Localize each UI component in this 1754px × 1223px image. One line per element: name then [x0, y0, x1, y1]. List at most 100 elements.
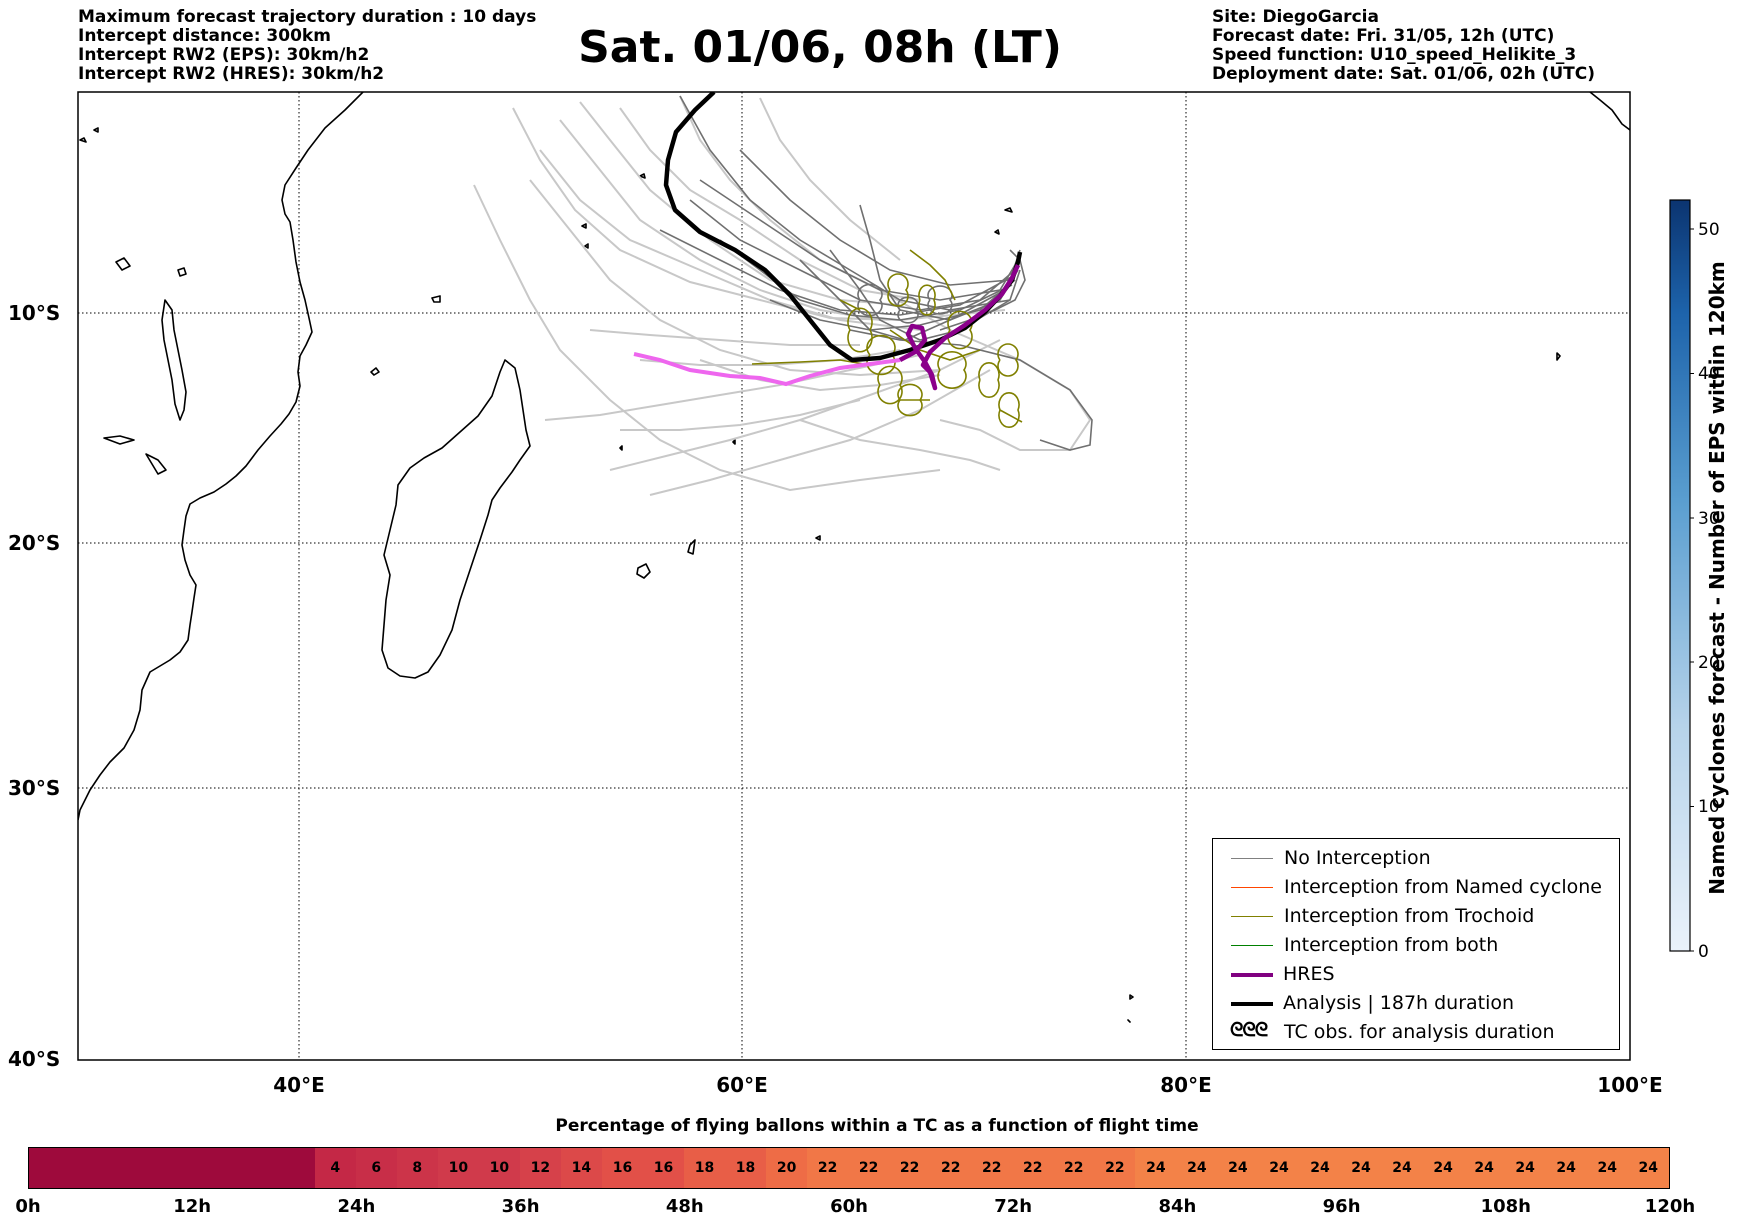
- colorbar-title-text: Named cyclones forecast - Number of EPS …: [1705, 261, 1729, 895]
- strip-segment: 22: [1053, 1148, 1095, 1188]
- strip-segment: 22: [930, 1148, 972, 1188]
- comoros-island: [370, 367, 380, 376]
- seychelles-islands: [581, 173, 646, 249]
- strip-segment: 20: [766, 1148, 808, 1188]
- trajectory-trochoid: [751, 359, 871, 366]
- hour-label: 0h: [15, 1196, 41, 1217]
- tc-symbol-icon: ᘓᘓᘓ: [1230, 1019, 1268, 1041]
- hour-label: 96h: [1322, 1196, 1361, 1217]
- trajectory-light: [544, 354, 921, 421]
- hour-label: 12h: [173, 1196, 212, 1217]
- strip-segment: 22: [848, 1148, 890, 1188]
- map-title: Sat. 01/06, 08h (LT): [578, 22, 1062, 73]
- colorbar-tick-50: 50: [1698, 220, 1720, 240]
- strip-segment: 6: [355, 1148, 397, 1188]
- strip-segment: 16: [642, 1148, 684, 1188]
- strip-segment: 24: [1381, 1148, 1423, 1188]
- strip-segment: 24: [1299, 1148, 1341, 1188]
- colorbar-ticks: 0 10 20 30 40 50: [1690, 220, 1720, 962]
- legend-item-analysis: Analysis | 187h duration: [1221, 990, 1616, 1018]
- trajectory-light: [559, 119, 881, 321]
- trajectory-light: [529, 179, 941, 377]
- strip-segment: 10: [478, 1148, 520, 1188]
- strip-segment: 22: [1012, 1148, 1054, 1188]
- somalia-islets: [177, 267, 441, 303]
- strip-segment: 18: [684, 1148, 726, 1188]
- strip-segment: 16: [601, 1148, 643, 1188]
- trajectory-light: [620, 399, 861, 431]
- africa-lakes: [161, 299, 187, 421]
- legend-label: Interception from Trochoid: [1284, 905, 1535, 927]
- legend-item-named-cyclone: Interception from Named cyclone: [1221, 874, 1616, 902]
- strip-segment: 18: [725, 1148, 767, 1188]
- hour-label: 108h: [1480, 1196, 1531, 1217]
- trajectory-light: [539, 149, 921, 331]
- strip-segment: 24: [1463, 1148, 1505, 1188]
- colorbar: [1669, 199, 1691, 952]
- header-deployment-date: Deployment date: Sat. 01/06, 02h (UTC): [1212, 64, 1596, 84]
- trajectory-light: [473, 184, 941, 492]
- legend-item-tc-obs: ᘓᘓᘓ TC obs. for analysis duration: [1221, 1019, 1616, 1047]
- strip-segment: 24: [1217, 1148, 1259, 1188]
- lat-label-30s: 30°S: [8, 776, 60, 800]
- lon-label-100e: 100°E: [1597, 1073, 1662, 1097]
- legend-label: Interception from both: [1284, 934, 1499, 956]
- legend-swatch: [1231, 973, 1273, 977]
- legend-item-hres: HRES: [1221, 961, 1616, 989]
- strip-segment: 22: [889, 1148, 931, 1188]
- header-site: Site: DiegoGarcia: [1212, 7, 1379, 27]
- strip-initial-segment: [29, 1148, 315, 1188]
- percentage-title: Percentage of flying ballons within a TC…: [555, 1116, 1199, 1136]
- trajectory-light: [799, 419, 1001, 471]
- legend-item-no-interception: No Interception: [1221, 845, 1616, 873]
- trajectory-trochoid: [877, 365, 930, 417]
- chagos-islands: [994, 207, 1013, 235]
- strip-segment: 24: [1422, 1148, 1464, 1188]
- header-intercept-distance: Intercept distance: 300km: [78, 26, 331, 46]
- colorbar-tick-40: 40: [1698, 364, 1720, 384]
- legend-swatch: [1231, 858, 1273, 859]
- trajectory-trochoid: [937, 343, 1019, 398]
- hour-label: 36h: [501, 1196, 540, 1217]
- strip-segment: 8: [396, 1148, 438, 1188]
- hour-label: 48h: [665, 1196, 704, 1217]
- strip-segment: 24: [1627, 1148, 1669, 1188]
- header-duration: Maximum forecast trajectory duration : 1…: [78, 7, 537, 27]
- lake-small: [103, 435, 135, 445]
- trajectory-light: [649, 369, 991, 496]
- lon-label-60e: 60°E: [716, 1073, 768, 1097]
- trajectory-dark: [849, 329, 1093, 451]
- header-right: Site: DiegoGarcia Forecast date: Fri. 31…: [1212, 8, 1595, 84]
- hres-trajectory-late: [898, 264, 1021, 391]
- coastlines: [78, 92, 1630, 1023]
- header-intercept-eps: Intercept RW2 (EPS): 30km/h2: [78, 45, 370, 65]
- strip-segment: 24: [1545, 1148, 1587, 1188]
- mauritius-island: [687, 539, 696, 555]
- strip-segment: 24: [1340, 1148, 1382, 1188]
- trajectory-light: [879, 289, 1092, 451]
- trajectory-dark: [659, 229, 1016, 316]
- reunion-island: [636, 563, 651, 579]
- legend-item-trochoid: Interception from Trochoid: [1221, 903, 1616, 931]
- strip-segment: 22: [1094, 1148, 1136, 1188]
- colorbar-tick-30: 30: [1698, 509, 1720, 529]
- lat-label-40s: 40°S: [8, 1047, 60, 1071]
- mascarene-islets: [619, 439, 736, 451]
- trajectory-dark: [799, 259, 1006, 341]
- header-left: Maximum forecast trajectory duration : 1…: [78, 8, 536, 84]
- trajectory-light: [699, 359, 941, 392]
- legend-swatch: [1231, 887, 1273, 888]
- sumatra-coastline: [1589, 92, 1630, 131]
- rodrigues-island: [815, 535, 821, 541]
- header-intercept-hres: Intercept RW2 (HRES): 30km/h2: [78, 64, 385, 84]
- lon-label-40e: 40°E: [273, 1073, 325, 1097]
- strip-segment: 24: [1586, 1148, 1628, 1188]
- colorbar-tick-0: 0: [1698, 942, 1709, 962]
- trajectory-trochoid: [998, 392, 1023, 428]
- strip-segment: 24: [1135, 1148, 1177, 1188]
- hour-label: 24h: [337, 1196, 376, 1217]
- strip-segment: 24: [1504, 1148, 1546, 1188]
- madagascar-coastline: [381, 359, 531, 679]
- legend-swatch: [1231, 945, 1273, 946]
